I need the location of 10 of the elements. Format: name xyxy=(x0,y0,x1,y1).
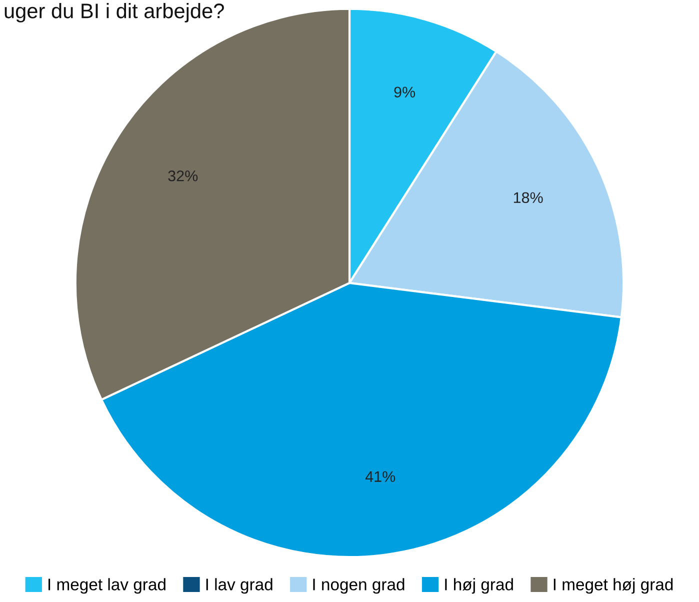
legend-label: I høj grad xyxy=(445,578,513,594)
data-label: 18% xyxy=(514,192,543,204)
legend-label: I meget lav grad xyxy=(48,578,166,594)
legend-label: I lav grad xyxy=(206,578,272,594)
chart-title: uger du BI i dit arbejde? xyxy=(4,3,224,22)
legend-label: I meget høj grad xyxy=(554,578,673,594)
data-label: 41% xyxy=(365,471,396,482)
legend-label: I nogen grad xyxy=(313,578,404,594)
data-label: 9% xyxy=(394,86,416,98)
data-label: 32% xyxy=(168,170,198,182)
